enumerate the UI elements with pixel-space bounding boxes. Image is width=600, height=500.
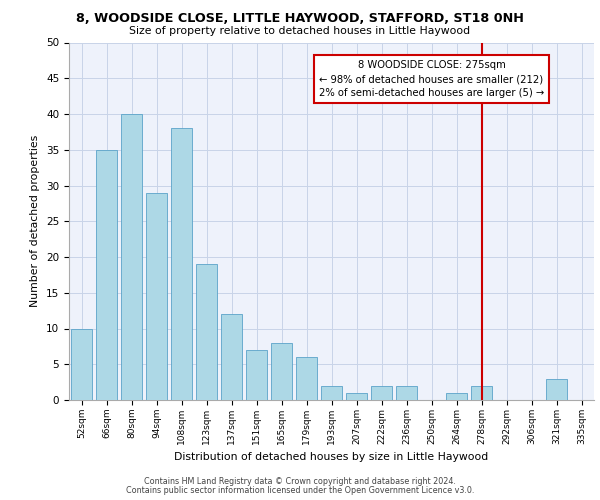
Bar (146, 192, 167, 400)
Bar (371, 386, 392, 400)
Text: Size of property relative to detached houses in Little Haywood: Size of property relative to detached ho… (130, 26, 470, 36)
Bar (121, 114, 142, 400)
Bar (396, 386, 417, 400)
Bar (71, 328, 92, 400)
Bar (446, 393, 467, 400)
Bar (196, 264, 217, 400)
Bar (346, 393, 367, 400)
Bar (171, 128, 192, 400)
X-axis label: Distribution of detached houses by size in Little Haywood: Distribution of detached houses by size … (175, 452, 488, 462)
Bar (546, 378, 567, 400)
Bar (471, 386, 492, 400)
Y-axis label: Number of detached properties: Number of detached properties (31, 135, 40, 308)
Bar (271, 343, 292, 400)
Text: 8, WOODSIDE CLOSE, LITTLE HAYWOOD, STAFFORD, ST18 0NH: 8, WOODSIDE CLOSE, LITTLE HAYWOOD, STAFF… (76, 12, 524, 26)
Bar (321, 386, 342, 400)
Text: Contains public sector information licensed under the Open Government Licence v3: Contains public sector information licen… (126, 486, 474, 495)
Bar (296, 357, 317, 400)
Bar (246, 350, 267, 400)
Text: Contains HM Land Registry data © Crown copyright and database right 2024.: Contains HM Land Registry data © Crown c… (144, 477, 456, 486)
Text: 8 WOODSIDE CLOSE: 275sqm
← 98% of detached houses are smaller (212)
2% of semi-d: 8 WOODSIDE CLOSE: 275sqm ← 98% of detach… (319, 60, 544, 98)
Bar (221, 314, 242, 400)
Bar (96, 150, 117, 400)
